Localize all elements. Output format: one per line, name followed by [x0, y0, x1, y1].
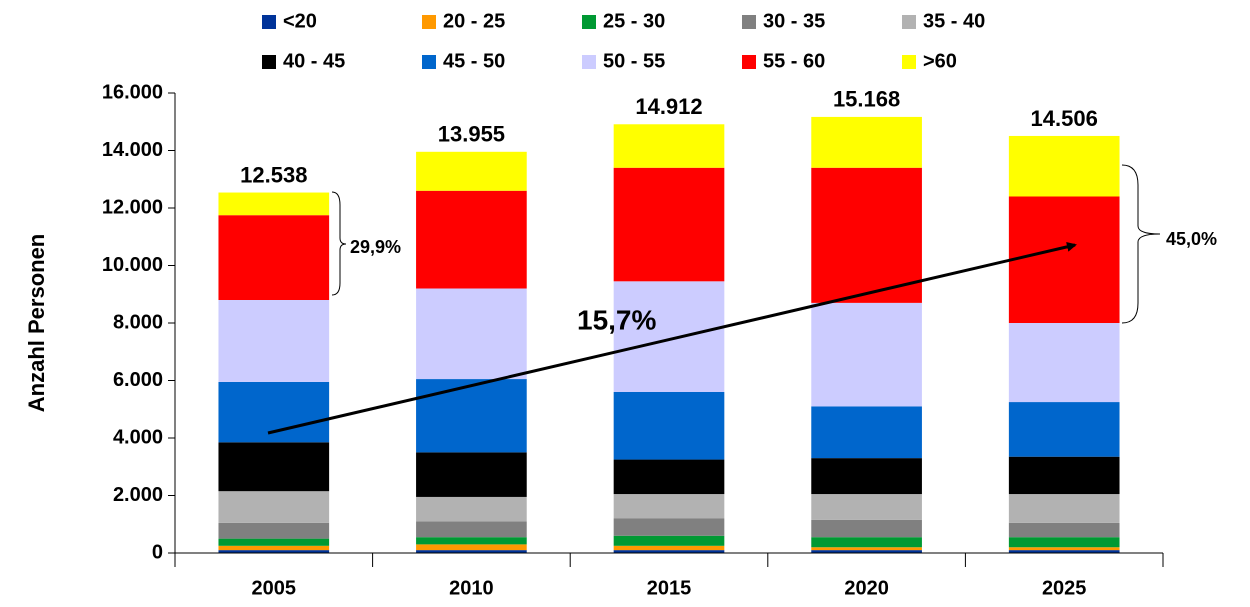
- x-tick-label: 2005: [252, 577, 297, 599]
- annotation: 15,7%: [577, 304, 656, 335]
- legend-label: 25 - 30: [603, 10, 665, 32]
- bar-segment: [218, 491, 330, 523]
- bar-segment: [218, 381, 330, 443]
- y-tick-label: 0: [152, 541, 163, 563]
- bar-segment: [613, 550, 725, 553]
- annotation: 29,9%: [350, 237, 401, 257]
- legend-label: 20 - 25: [443, 10, 505, 32]
- legend-label: 50 - 55: [603, 50, 665, 72]
- bar-segment: [613, 167, 725, 282]
- bar-segment: [416, 288, 527, 380]
- y-tick-label: 8.000: [113, 311, 163, 333]
- bar-segment: [416, 452, 527, 497]
- bar-segment: [613, 281, 725, 392]
- bar-segment: [811, 406, 922, 459]
- legend-swatch: [422, 15, 436, 29]
- bar-segment: [1008, 550, 1120, 553]
- legend-swatch: [582, 15, 596, 29]
- bar-segment: [416, 544, 527, 551]
- bar-segment: [416, 550, 527, 553]
- y-tick-label: 2.000: [113, 484, 163, 506]
- bar-segment: [416, 537, 527, 545]
- legend-swatch: [262, 15, 276, 29]
- total-label: 15.168: [833, 87, 900, 112]
- bar-segment: [1008, 402, 1120, 457]
- y-tick-label: 16.000: [102, 81, 163, 103]
- legend-label: <20: [283, 10, 317, 32]
- bar-segment: [218, 300, 330, 382]
- bar-segment: [613, 494, 725, 519]
- bar-segment: [1008, 323, 1120, 403]
- plot: 0 2.000 4.000 6.000 8.000 10.000 12.000 14.000 1…: [102, 10, 1164, 599]
- bar-segment: [613, 545, 725, 551]
- bar-segment: [1008, 196, 1120, 323]
- total-label: 14.912: [635, 94, 702, 119]
- x-tick-label: 2015: [647, 577, 692, 599]
- legend-swatch: [902, 15, 916, 29]
- y-axis-title: Anzahl Personen: [24, 234, 49, 412]
- y-tick-label: 6.000: [113, 369, 163, 391]
- y-tick-label: 12.000: [102, 196, 163, 218]
- x-tick-label: 2020: [844, 577, 889, 599]
- bar-segment: [218, 215, 330, 300]
- bar-segment: [218, 550, 330, 553]
- bar-segment: [218, 442, 330, 492]
- bar-segment: [811, 547, 922, 551]
- bar-segment: [811, 494, 922, 520]
- bar-segment: [613, 535, 725, 546]
- bar-segment: [218, 522, 330, 539]
- total-label: 12.538: [240, 162, 307, 187]
- bar-segment: [218, 192, 330, 216]
- bar-segment: [613, 459, 725, 495]
- legend-swatch: [262, 55, 276, 69]
- bar-segment: [811, 458, 922, 495]
- bar-segment: [416, 190, 527, 289]
- y-tick-label: 4.000: [113, 426, 163, 448]
- legend-swatch: [742, 55, 756, 69]
- bar-segment: [613, 392, 725, 460]
- total-label: 13.955: [438, 122, 505, 147]
- legend-swatch: [422, 55, 436, 69]
- bar-segment: [811, 302, 922, 407]
- bar-segment: [416, 496, 527, 522]
- bar-segment: [416, 521, 527, 538]
- y-tick-label: 10.000: [102, 254, 163, 276]
- bar-segment: [218, 538, 330, 546]
- legend-swatch: [902, 55, 916, 69]
- y-tick-label: 14.000: [102, 139, 163, 161]
- bar-segment: [1008, 547, 1120, 551]
- legend-label: 45 - 50: [443, 50, 505, 72]
- bracket: [1121, 164, 1161, 324]
- bar-segment: [1008, 494, 1120, 523]
- legend-label: 35 - 40: [923, 10, 985, 32]
- bar-segment: [613, 518, 725, 536]
- total-label: 14.506: [1031, 106, 1098, 131]
- legend-label: >60: [923, 50, 957, 72]
- annotation: 45,0%: [1166, 229, 1217, 249]
- bar-segment: [1008, 135, 1120, 197]
- bar-segment: [1008, 522, 1120, 538]
- legend-swatch: [742, 15, 756, 29]
- bar-segment: [1008, 537, 1120, 548]
- legend-label: 55 - 60: [763, 50, 825, 72]
- bar-segment: [811, 116, 922, 168]
- x-tick-label: 2025: [1042, 577, 1087, 599]
- bar-segment: [811, 519, 922, 538]
- legend-swatch: [582, 55, 596, 69]
- legend-label: 30 - 35: [763, 10, 825, 32]
- bar-segment: [218, 545, 330, 551]
- bar-segment: [416, 151, 527, 191]
- bar-segment: [811, 167, 922, 303]
- bar-segment: [1008, 456, 1120, 495]
- bar-segment: [811, 537, 922, 548]
- trend-arrow: [267, 241, 1077, 435]
- bar-segment: [416, 379, 527, 453]
- x-tick-label: 2010: [449, 577, 494, 599]
- legend-label: 40 - 45: [283, 50, 345, 72]
- bracket: [331, 191, 347, 296]
- bar-segment: [613, 124, 725, 168]
- bar-segment: [811, 550, 922, 553]
